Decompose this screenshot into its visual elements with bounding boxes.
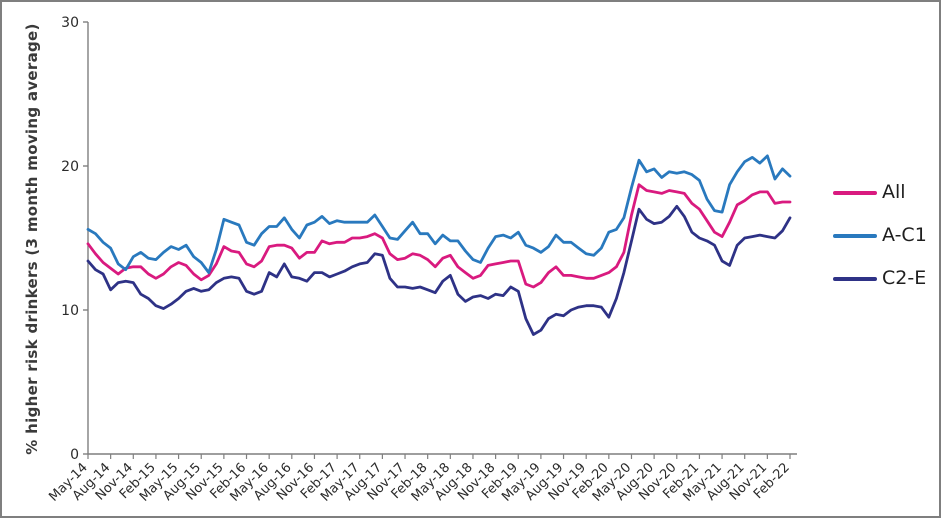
legend-label-ac1: A-C1 (882, 224, 927, 246)
legend-item-all: All (833, 183, 927, 202)
legend-label-c2e: C2-E (882, 267, 927, 289)
legend-label-all: All (882, 181, 906, 203)
series-line-a-c1 (86, 154, 792, 274)
legend-item-ac1: A-C1 (833, 226, 927, 245)
legend: All A-C1 C2-E (833, 183, 927, 288)
y-tick-label: 10 (61, 303, 79, 319)
series-line-c2-e (86, 204, 792, 336)
legend-swatch-ac1 (833, 233, 877, 238)
y-axis-title: % higher risk drinkers (3 month moving a… (23, 23, 41, 455)
y-tick-label: 20 (61, 159, 79, 175)
legend-item-c2e: C2-E (833, 269, 927, 288)
y-tick-label: 0 (70, 447, 79, 463)
legend-swatch-all (833, 190, 877, 195)
series-line-all (86, 183, 792, 289)
y-tick-label: 30 (61, 15, 79, 31)
legend-swatch-c2e (833, 276, 877, 281)
